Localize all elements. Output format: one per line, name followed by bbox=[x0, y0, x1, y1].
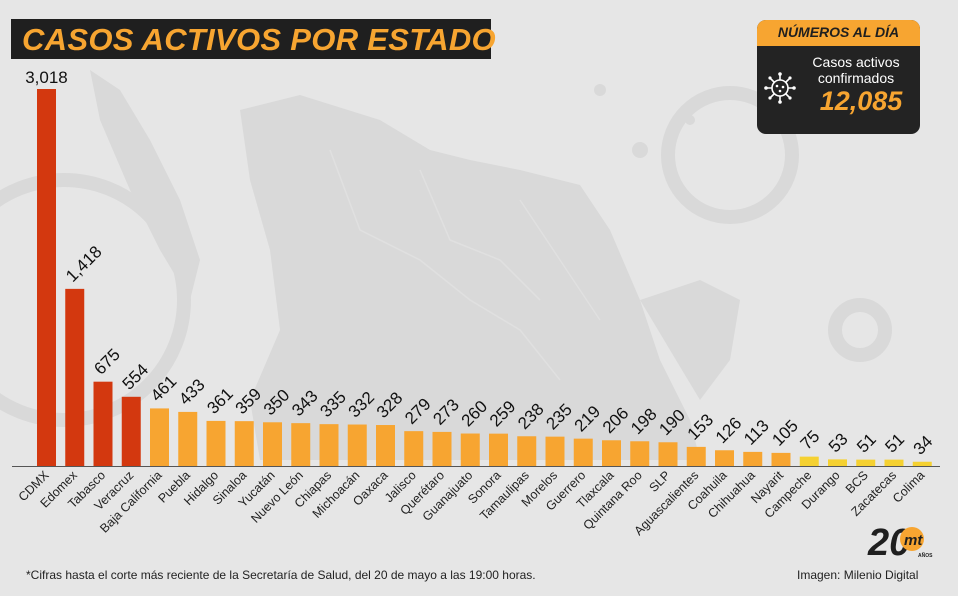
data-label: 126 bbox=[712, 414, 745, 447]
bar-yucatán bbox=[263, 422, 282, 466]
title-bar bbox=[11, 19, 491, 59]
data-label: 51 bbox=[853, 430, 880, 457]
bar-jalisco bbox=[404, 431, 424, 466]
bar-oaxaca bbox=[376, 425, 395, 466]
data-label: 153 bbox=[684, 410, 717, 443]
summary-panel: NÚMEROS AL DÍA Casos activos confirmados… bbox=[757, 20, 920, 134]
bar-cdmx bbox=[37, 89, 56, 466]
bar-hidalgo bbox=[206, 420, 226, 466]
summary-label-line1: Casos activos bbox=[812, 54, 900, 70]
bar-tlaxcala bbox=[602, 440, 621, 466]
data-label: 235 bbox=[542, 400, 575, 433]
bar-morelos bbox=[545, 436, 565, 466]
data-label: 1,418 bbox=[62, 242, 106, 286]
data-label: 335 bbox=[316, 387, 349, 420]
category-label: Colima bbox=[890, 468, 927, 505]
bar-bcs bbox=[856, 459, 876, 466]
data-label: 461 bbox=[147, 372, 180, 405]
logo-small: AÑOS bbox=[918, 552, 933, 559]
bar-chihuahua bbox=[743, 451, 763, 466]
summary-total-value: 12,085 bbox=[819, 86, 903, 116]
data-label: 206 bbox=[599, 404, 632, 437]
data-label: 328 bbox=[373, 388, 406, 421]
data-label: 3,018 bbox=[25, 68, 68, 87]
data-label: 554 bbox=[119, 360, 152, 393]
logo-letters: mt bbox=[904, 532, 923, 549]
bar-nayarit bbox=[771, 452, 791, 466]
data-label: 113 bbox=[740, 416, 773, 449]
data-label: 259 bbox=[486, 397, 519, 430]
data-label: 675 bbox=[90, 345, 123, 378]
footnote: *Cifras hasta el corte más reciente de l… bbox=[26, 568, 536, 582]
summary-panel-header bbox=[757, 20, 920, 46]
bar-quintana-roo bbox=[630, 441, 650, 466]
bar-veracruz bbox=[121, 396, 141, 466]
bar-campeche bbox=[799, 456, 819, 466]
bar-aguascalientes bbox=[686, 446, 706, 466]
data-label: 350 bbox=[260, 386, 293, 419]
data-label: 105 bbox=[768, 416, 801, 449]
bar-chiapas bbox=[319, 424, 339, 466]
bar-baja-california bbox=[150, 408, 169, 466]
bar-colima bbox=[912, 461, 932, 466]
bar-nuevo-león bbox=[291, 423, 311, 466]
data-label: 51 bbox=[881, 430, 908, 457]
data-label: 332 bbox=[345, 388, 378, 421]
bar-durango bbox=[828, 459, 847, 466]
data-label: 219 bbox=[571, 402, 604, 435]
bar-puebla bbox=[178, 411, 198, 466]
bar-querétaro bbox=[432, 431, 452, 466]
data-label: 279 bbox=[401, 394, 434, 427]
bar-slp bbox=[658, 442, 678, 466]
summary-label: Casos activos confirmados bbox=[795, 54, 917, 86]
data-label: 34 bbox=[910, 432, 937, 459]
data-label: 343 bbox=[288, 386, 321, 419]
bar-sinaloa bbox=[234, 421, 254, 466]
data-label: 53 bbox=[825, 429, 852, 456]
data-label: 273 bbox=[429, 395, 462, 428]
bar-tabasco bbox=[93, 381, 113, 466]
virus-icon bbox=[764, 72, 796, 104]
summary-header-label: NÚMEROS AL DÍA bbox=[777, 24, 900, 40]
data-label: 260 bbox=[458, 397, 491, 430]
bar-zacatecas bbox=[884, 459, 904, 466]
data-label: 190 bbox=[655, 406, 688, 439]
summary-label-line2: confirmados bbox=[817, 70, 895, 86]
bar-edomex bbox=[65, 288, 85, 466]
chart-title: CASOS ACTIVOS POR ESTADO bbox=[22, 22, 496, 57]
bar-michoacán bbox=[347, 424, 367, 466]
data-label: 361 bbox=[203, 384, 236, 417]
image-source: Imagen: Milenio Digital bbox=[797, 568, 919, 582]
bar-tamaulipas bbox=[517, 436, 537, 466]
milenio-20-anos-logo: 20 mt AÑOS bbox=[867, 522, 933, 561]
bar-coahuila bbox=[715, 450, 734, 466]
data-label: 359 bbox=[232, 384, 265, 417]
bar-sonora bbox=[489, 433, 508, 466]
bar-guanajuato bbox=[460, 433, 480, 466]
bar-guerrero bbox=[573, 438, 593, 466]
data-label: 198 bbox=[627, 405, 660, 438]
data-label: 238 bbox=[514, 400, 547, 433]
